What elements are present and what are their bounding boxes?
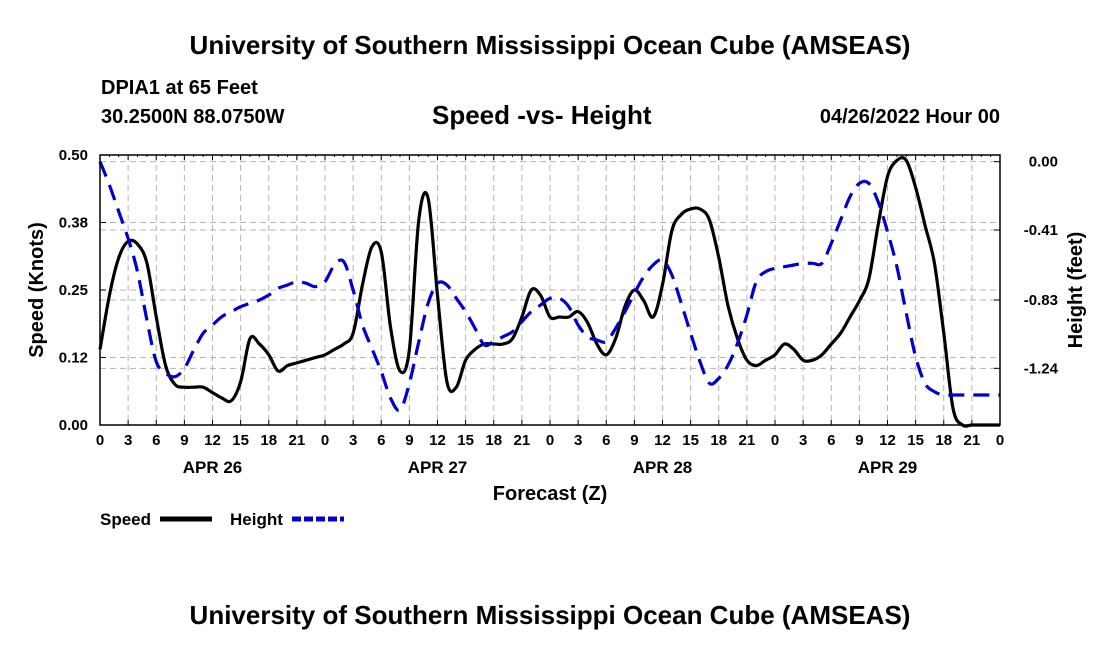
y-right-axis-label: Height (feet) bbox=[1065, 232, 1087, 349]
x-tick-label: 21 bbox=[739, 432, 756, 449]
x-tick-label: 9 bbox=[855, 432, 863, 449]
x-tick-label: 21 bbox=[964, 432, 981, 449]
speed-height-chart: 0 3 6 9 12 15 18 21 0 3 6 9 12 15 18 21 0 3 6 9 12 15 18 21 0 3 6 9… bbox=[26, 147, 1087, 529]
x-tick-label: 3 bbox=[124, 432, 132, 449]
x-tick-label: 3 bbox=[349, 432, 357, 449]
x-tick-label: 12 bbox=[429, 432, 446, 449]
x-tick-label: 0 bbox=[546, 432, 554, 449]
x-tick-label: 0 bbox=[321, 432, 329, 449]
day-label: APR 26 bbox=[183, 458, 243, 477]
x-tick-label: 12 bbox=[204, 432, 221, 449]
legend: Speed Height bbox=[100, 510, 344, 529]
x-tick-label: 18 bbox=[260, 432, 277, 449]
x-tick-label: 15 bbox=[457, 432, 474, 449]
speed-series-line bbox=[98, 156, 1000, 428]
x-tick-label: 15 bbox=[232, 432, 249, 449]
x-tick-label: 3 bbox=[574, 432, 582, 449]
height-series-line bbox=[98, 161, 1000, 413]
x-tick-label: 21 bbox=[514, 432, 531, 449]
x-tick-label: 0 bbox=[996, 432, 1004, 449]
x-tick-label: 18 bbox=[710, 432, 727, 449]
y-left-tick-label: 0.12 bbox=[59, 350, 88, 367]
y-left-tick-label: 0.50 bbox=[59, 147, 88, 164]
x-axis-label: Forecast (Z) bbox=[493, 483, 607, 505]
x-tick-label: 9 bbox=[630, 432, 638, 449]
legend-speed-label: Speed bbox=[100, 510, 151, 529]
day-label: APR 28 bbox=[633, 458, 693, 477]
x-tick-label: 6 bbox=[377, 432, 385, 449]
x-tick-label: 3 bbox=[799, 432, 807, 449]
location-label: 30.2500N 88.0750W bbox=[101, 106, 285, 128]
grid bbox=[100, 155, 1000, 425]
x-tick-label: 18 bbox=[485, 432, 502, 449]
chart-subtitle: Speed -vs- Height bbox=[432, 100, 652, 130]
y-left-tick-label: 0.38 bbox=[59, 215, 88, 232]
datetime-label: 04/26/2022 Hour 00 bbox=[819, 106, 1000, 128]
y-left-tick-label: 0.00 bbox=[59, 417, 88, 434]
x-tick-label: 12 bbox=[654, 432, 671, 449]
x-tick-label: 15 bbox=[907, 432, 924, 449]
x-tick-label: 6 bbox=[827, 432, 835, 449]
station-label: DPIA1 at 65 Feet bbox=[101, 77, 258, 99]
y-right-tick-label: 0.00 bbox=[1029, 154, 1058, 171]
day-label: APR 27 bbox=[408, 458, 468, 477]
x-tick-label: 0 bbox=[771, 432, 779, 449]
x-tick-label: 9 bbox=[180, 432, 188, 449]
x-tick-label: 0 bbox=[96, 432, 104, 449]
legend-height-label: Height bbox=[230, 510, 283, 529]
axis-labels: 0 3 6 9 12 15 18 21 0 3 6 9 12 15 18 21 0 3 6 9 12 15 18 21 0 3 6 9… bbox=[26, 147, 1087, 505]
ticks bbox=[99, 154, 1001, 426]
x-tick-label: 15 bbox=[682, 432, 699, 449]
y-left-tick-label: 0.25 bbox=[59, 282, 88, 299]
x-tick-label: 18 bbox=[935, 432, 952, 449]
y-right-tick-label: -0.83 bbox=[1024, 292, 1058, 309]
series-lines bbox=[98, 156, 1000, 428]
day-label: APR 29 bbox=[858, 458, 918, 477]
x-tick-label: 6 bbox=[602, 432, 610, 449]
y-right-tick-label: -1.24 bbox=[1024, 360, 1059, 377]
x-tick-label: 21 bbox=[289, 432, 306, 449]
y-right-tick-label: -0.41 bbox=[1024, 222, 1058, 239]
y-left-axis-label: Speed (Knots) bbox=[26, 222, 48, 358]
footer-title: University of Southern Mississippi Ocean… bbox=[189, 600, 911, 630]
chart-title: University of Southern Mississippi Ocean… bbox=[189, 30, 911, 60]
x-tick-label: 9 bbox=[405, 432, 413, 449]
x-tick-label: 6 bbox=[152, 432, 160, 449]
x-tick-label: 12 bbox=[879, 432, 896, 449]
